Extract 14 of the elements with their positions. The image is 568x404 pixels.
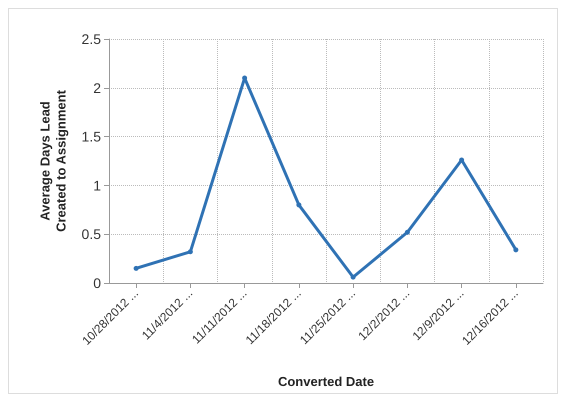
y-axis-title: Average Days Lead Created to Assignment	[38, 89, 68, 232]
y-tick-label: 2	[93, 80, 102, 96]
y-tick-label: 2.5	[82, 31, 102, 47]
y-tick-label: 0.5	[82, 226, 102, 242]
point	[296, 202, 302, 208]
point	[404, 230, 410, 235]
point	[350, 274, 356, 280]
point	[134, 266, 139, 271]
y-tick-label: 0	[93, 275, 102, 291]
x-axis-title: Converted Date	[278, 374, 374, 389]
y-tick-label: 1.5	[82, 128, 102, 145]
y-tick-label: 1	[93, 177, 102, 194]
point	[513, 247, 518, 252]
point	[188, 249, 193, 254]
